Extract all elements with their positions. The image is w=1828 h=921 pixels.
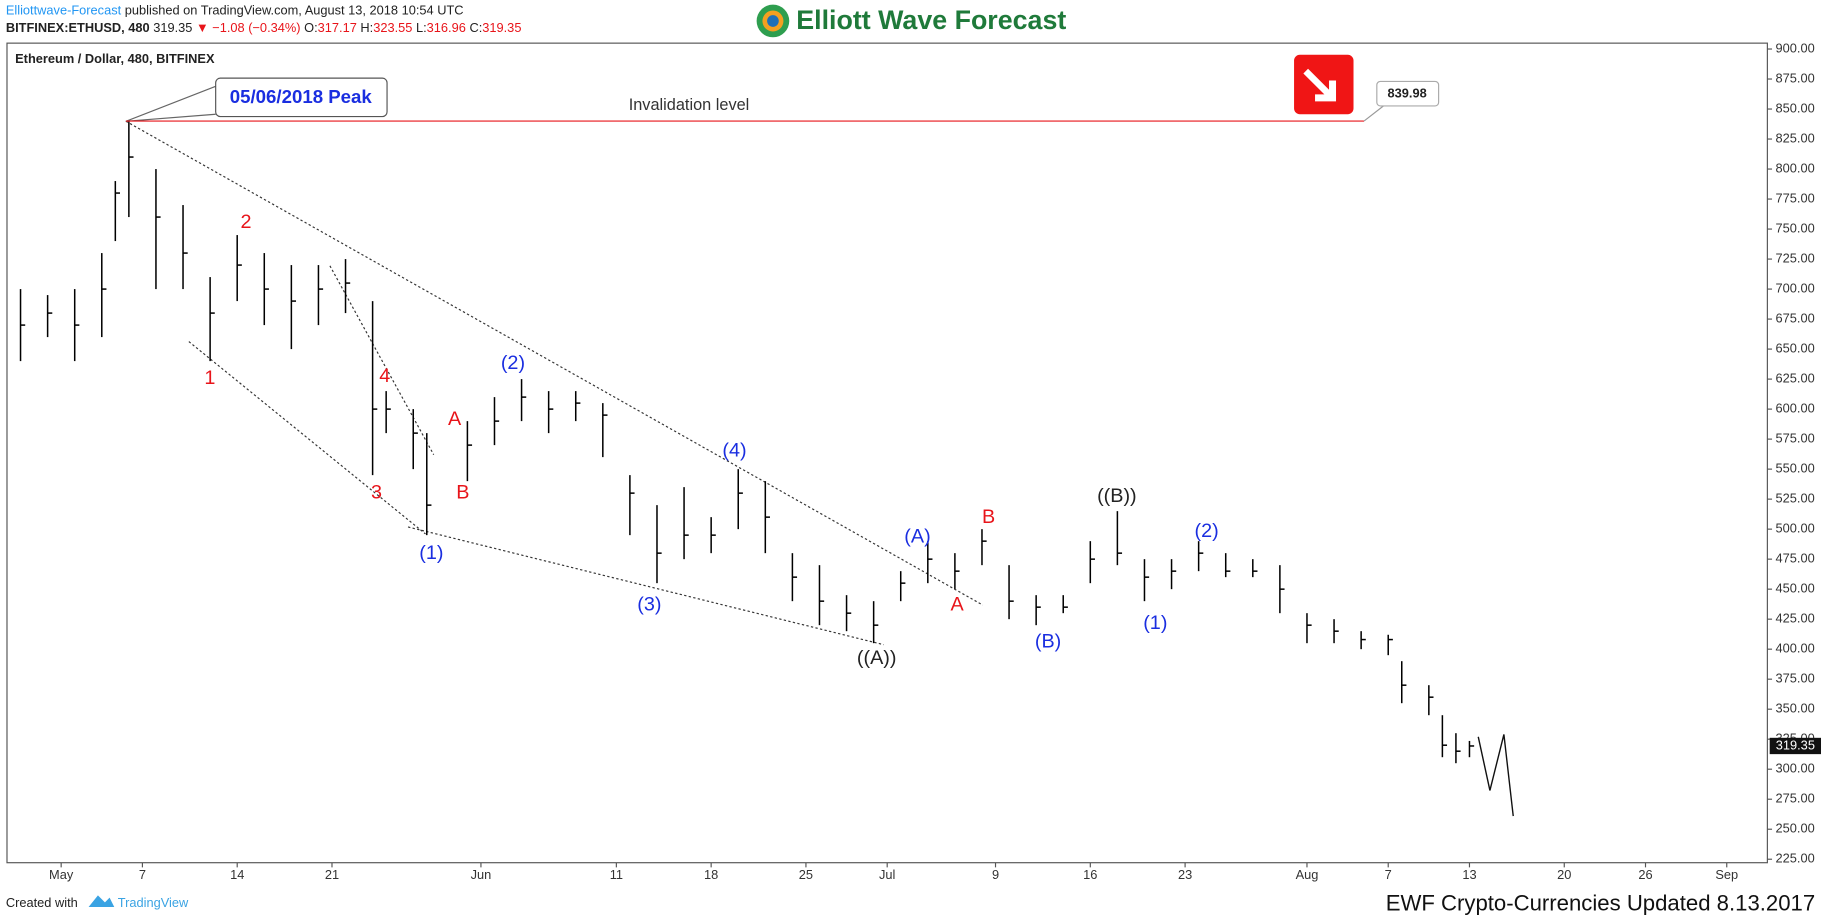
y-tick-label: 250.00 [1776, 821, 1815, 836]
sell-icon [1294, 54, 1354, 115]
projection-path [1477, 734, 1514, 817]
wave-label: 2 [240, 211, 251, 233]
last-price-label: 319.35 [1776, 737, 1815, 752]
y-tick-label: 475.00 [1776, 551, 1815, 566]
price-callout [1376, 80, 1440, 107]
wave-label: B [982, 506, 995, 528]
c-label: C: [469, 21, 482, 36]
y-tick-label: 500.00 [1776, 521, 1815, 536]
x-tick-label: 26 [1638, 867, 1652, 882]
last-price-box [1769, 737, 1822, 755]
x-tick-label: 11 [610, 867, 623, 882]
y-tick-label: 600.00 [1776, 401, 1815, 416]
created-with: Created with [6, 895, 78, 910]
h-label: H: [360, 21, 373, 36]
wave-label: ((B)) [1097, 485, 1137, 507]
wave-label: (2) [1195, 520, 1219, 542]
y-tick-label: 850.00 [1776, 100, 1815, 115]
y-tick-label: 625.00 [1776, 370, 1815, 385]
peak-label: 05/06/2018 Peak [230, 86, 373, 107]
tv-brand[interactable]: TradingView [118, 895, 189, 910]
price-callout-pointer [1363, 104, 1386, 122]
x-tick-label: 14 [230, 867, 244, 882]
wave-label: 4 [379, 365, 390, 387]
wave-label: 3 [371, 481, 382, 503]
wave-label: (1) [1143, 612, 1167, 634]
o-label: O: [304, 21, 318, 36]
publisher[interactable]: Elliottwave-Forecast [6, 3, 122, 18]
x-tick-label: 7 [1385, 867, 1392, 882]
wave-label: A [448, 408, 462, 430]
symbol: BITFINEX:ETHUSD, 480 [6, 21, 150, 36]
y-tick-label: 575.00 [1776, 431, 1815, 446]
wave-label: (A) [904, 526, 930, 548]
o: 317.17 [318, 21, 357, 36]
y-tick-label: 375.00 [1776, 671, 1815, 686]
x-tick-label: 16 [1083, 867, 1097, 882]
x-tick-label: Jul [879, 867, 895, 882]
tv-icon [88, 895, 115, 908]
y-tick-label: 800.00 [1776, 160, 1815, 175]
y-tick-label: 550.00 [1776, 461, 1815, 476]
x-tick-label: May [49, 867, 74, 882]
c: 319.35 [482, 21, 521, 36]
header-line-2: BITFINEX:ETHUSD, 480 319.35 ▼ −1.08 (−0.… [6, 21, 522, 36]
wave-label: 1 [204, 367, 215, 389]
y-tick-label: 675.00 [1776, 310, 1815, 325]
y-tick-label: 450.00 [1776, 581, 1815, 596]
y-tick-label: 225.00 [1776, 851, 1815, 866]
x-tick-label: 21 [325, 867, 339, 882]
trendlines [125, 120, 984, 646]
wave-label: (B) [1035, 631, 1061, 653]
y-tick-label: 525.00 [1776, 491, 1815, 506]
wave-label: (1) [419, 542, 443, 564]
footer-note: EWF Crypto-Currencies Updated 8.13.2017 [1386, 891, 1815, 916]
x-tick-label: 20 [1557, 867, 1571, 882]
y-tick-label: 400.00 [1776, 641, 1815, 656]
x-tick-label: Jun [471, 867, 492, 882]
wave-label: (4) [722, 439, 746, 461]
x-tick-label: 9 [992, 867, 999, 882]
change: ▼ −1.08 (−0.34%) [196, 21, 301, 36]
x-tick-label: 25 [799, 867, 813, 882]
x-tick-label: 13 [1462, 867, 1476, 882]
logo: Elliott Wave Forecast [756, 4, 1066, 38]
l: 316.96 [427, 21, 466, 36]
y-tick-label: 900.00 [1776, 40, 1815, 55]
x-tick-label: Sep [1715, 867, 1738, 882]
y-tick-label: 425.00 [1776, 611, 1815, 626]
wave-label: ((A)) [857, 647, 897, 669]
wave-label: B [456, 481, 469, 503]
x-tick-label: 23 [1178, 867, 1192, 882]
y-tick-label: 825.00 [1776, 130, 1815, 145]
y-tick-label: 275.00 [1776, 791, 1815, 806]
wave-label: A [951, 593, 965, 615]
price-bars [19, 121, 1475, 764]
x-tick-label: 7 [139, 867, 146, 882]
wave-label: (3) [637, 593, 661, 615]
last: 319.35 [153, 21, 192, 36]
published: published on TradingView.com, August 13,… [125, 3, 464, 18]
logo-text: Elliott Wave Forecast [796, 5, 1066, 35]
y-tick-label: 350.00 [1776, 701, 1815, 716]
invalidation-label: Invalidation level [629, 96, 750, 114]
l-label: L: [416, 21, 427, 36]
y-tick-label: 750.00 [1776, 220, 1815, 235]
y-tick-label: 775.00 [1776, 190, 1815, 205]
y-tick-label: 875.00 [1776, 70, 1815, 85]
y-tick-label: 300.00 [1776, 761, 1815, 776]
x-tick-label: Aug [1296, 867, 1319, 882]
h: 323.55 [373, 21, 412, 36]
x-tick-label: 18 [704, 867, 718, 882]
y-tick-label: 725.00 [1776, 250, 1815, 265]
wave-label: (2) [501, 352, 525, 374]
header-line-1: Elliottwave-Forecast published on Tradin… [6, 3, 464, 18]
chart-title: Ethereum / Dollar, 480, BITFINEX [15, 51, 215, 66]
y-tick-label: 650.00 [1776, 340, 1815, 355]
price-callout-label: 839.98 [1388, 86, 1427, 101]
y-tick-label: 700.00 [1776, 280, 1815, 295]
